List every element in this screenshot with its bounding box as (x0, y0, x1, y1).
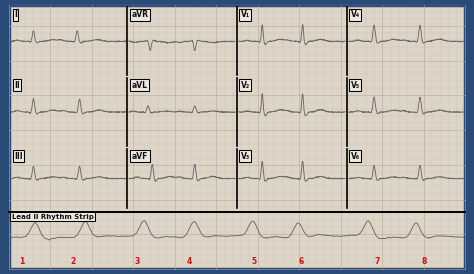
Text: 7: 7 (374, 257, 380, 266)
Text: V₆: V₆ (351, 152, 360, 161)
Text: II: II (14, 81, 20, 90)
Text: V₅: V₅ (351, 81, 360, 90)
Text: I: I (14, 10, 17, 19)
Text: 5: 5 (251, 257, 256, 266)
Text: aVR: aVR (132, 10, 149, 19)
Text: V₂: V₂ (241, 81, 250, 90)
Text: 2: 2 (71, 257, 76, 266)
Text: aVL: aVL (132, 81, 148, 90)
Text: V₄: V₄ (351, 10, 360, 19)
Text: 8: 8 (421, 257, 427, 266)
FancyBboxPatch shape (9, 5, 465, 269)
Text: 1: 1 (18, 257, 24, 266)
Text: 6: 6 (298, 257, 304, 266)
Text: V₁: V₁ (241, 10, 250, 19)
Text: V₃: V₃ (241, 152, 250, 161)
Text: Lead II Rhythm Strip: Lead II Rhythm Strip (12, 214, 94, 220)
Text: aVF: aVF (132, 152, 148, 161)
Text: 3: 3 (135, 257, 140, 266)
Text: III: III (14, 152, 23, 161)
Text: 4: 4 (187, 257, 192, 266)
